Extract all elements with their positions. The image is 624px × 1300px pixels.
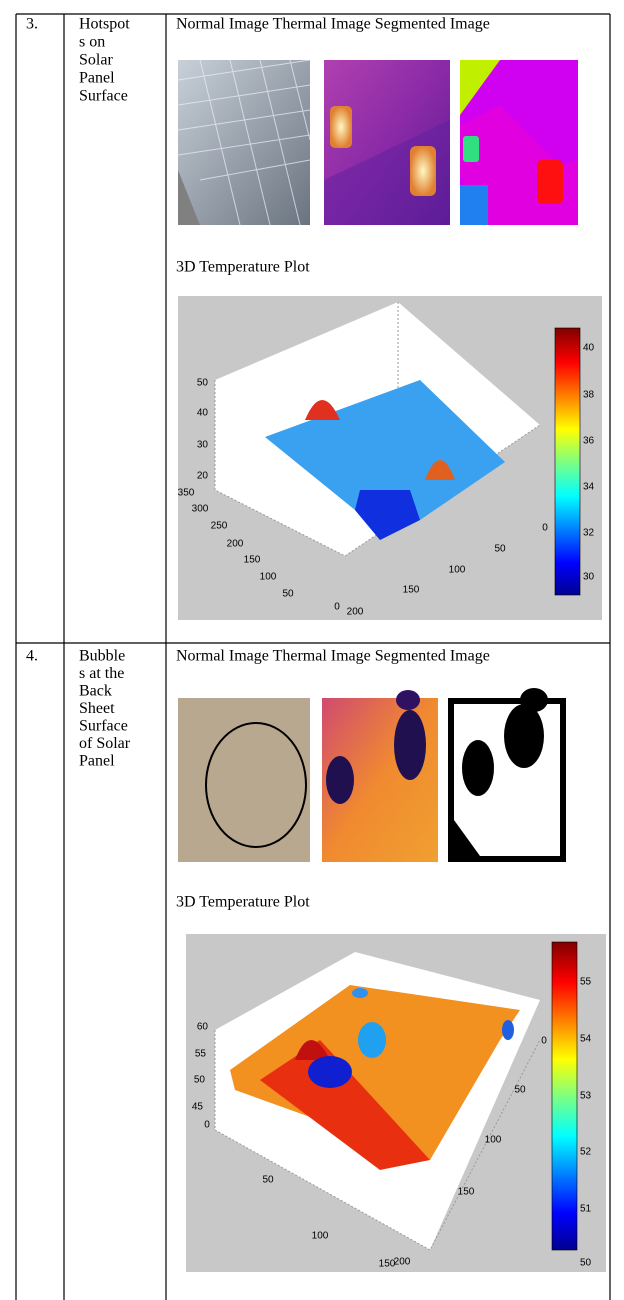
colorbar-tick-label: 34 xyxy=(583,482,595,493)
row-label: Back xyxy=(79,683,112,700)
row-number: 3. xyxy=(26,16,38,33)
row-label: Surface xyxy=(79,718,128,735)
z-tick-label: 30 xyxy=(197,440,209,451)
colorbar-tick-label: 30 xyxy=(583,572,595,583)
z-tick-label: 55 xyxy=(195,1049,207,1060)
colorbar-tick-label: 53 xyxy=(580,1091,592,1102)
row-label: s at the xyxy=(79,665,124,682)
colorbar-tick-label: 32 xyxy=(583,528,595,539)
z-tick-label: 20 xyxy=(197,471,209,482)
y-tick-label: 0 xyxy=(334,602,340,613)
x-tick-label: 150 xyxy=(458,1187,475,1198)
row-label: Sheet xyxy=(79,700,115,717)
x-tick-label: 50 xyxy=(514,1085,526,1096)
z-tick-label: 40 xyxy=(197,408,209,419)
x-tick-label: 150 xyxy=(403,585,420,596)
z-tick-label: 45 xyxy=(192,1102,204,1113)
colorbar-tick-label: 38 xyxy=(583,390,595,401)
row-label: Bubble xyxy=(79,648,125,665)
z-tick-label: 50 xyxy=(197,378,209,389)
colorbar-tick-label: 51 xyxy=(580,1204,592,1215)
colorbar-tick-label: 54 xyxy=(580,1034,592,1045)
y-tick-label: 0 xyxy=(204,1120,210,1131)
colorbar-tick-label: 50 xyxy=(580,1258,592,1269)
image-captions: Normal Image Thermal Image Segmented Ima… xyxy=(176,16,490,33)
y-tick-label: 250 xyxy=(211,521,228,532)
x-tick-label: 200 xyxy=(394,1257,411,1268)
z-tick-label: 50 xyxy=(194,1075,206,1086)
x-tick-label: 50 xyxy=(494,544,506,555)
thermal-image xyxy=(324,60,450,225)
row-label: s on xyxy=(79,34,105,51)
temperature-plot xyxy=(186,934,606,1272)
segmented-image xyxy=(460,60,578,225)
plot-title: 3D Temperature Plot xyxy=(176,259,310,276)
y-tick-label: 150 xyxy=(244,555,261,566)
x-tick-label: 100 xyxy=(449,565,466,576)
row-label: Solar xyxy=(79,52,113,69)
page: 3.Hotspots onSolarPanelSurfaceNormal Ima… xyxy=(0,0,624,1300)
colorbar-tick-label: 52 xyxy=(580,1147,592,1158)
row-label: Panel xyxy=(79,70,115,87)
temperature-plot xyxy=(178,296,602,620)
normal-image xyxy=(178,698,310,862)
y-tick-label: 350 xyxy=(178,488,195,499)
row-label: Hotspot xyxy=(79,16,130,33)
image-captions: Normal Image Thermal Image Segmented Ima… xyxy=(176,648,490,665)
x-tick-label: 200 xyxy=(347,607,364,618)
x-tick-label: 0 xyxy=(542,523,548,534)
colorbar-tick-label: 36 xyxy=(583,436,595,447)
plot-title: 3D Temperature Plot xyxy=(176,894,310,911)
colorbar-tick-label: 55 xyxy=(580,977,592,988)
y-tick-label: 200 xyxy=(227,539,244,550)
colorbar-tick-label: 40 xyxy=(583,343,595,354)
row-number: 4. xyxy=(26,648,38,665)
normal-image xyxy=(178,60,310,225)
row-label: Panel xyxy=(79,753,115,770)
y-tick-label: 50 xyxy=(282,589,294,600)
z-tick-label: 60 xyxy=(197,1022,209,1033)
y-tick-label: 100 xyxy=(312,1231,329,1242)
thermal-image xyxy=(322,690,438,862)
y-tick-label: 100 xyxy=(260,572,277,583)
segmented-image xyxy=(448,688,566,862)
y-tick-label: 50 xyxy=(262,1175,274,1186)
y-tick-label: 300 xyxy=(192,504,209,515)
x-tick-label: 0 xyxy=(541,1036,547,1047)
row-label: of Solar xyxy=(79,735,131,752)
x-tick-label: 100 xyxy=(485,1135,502,1146)
row-label: Surface xyxy=(79,88,128,105)
